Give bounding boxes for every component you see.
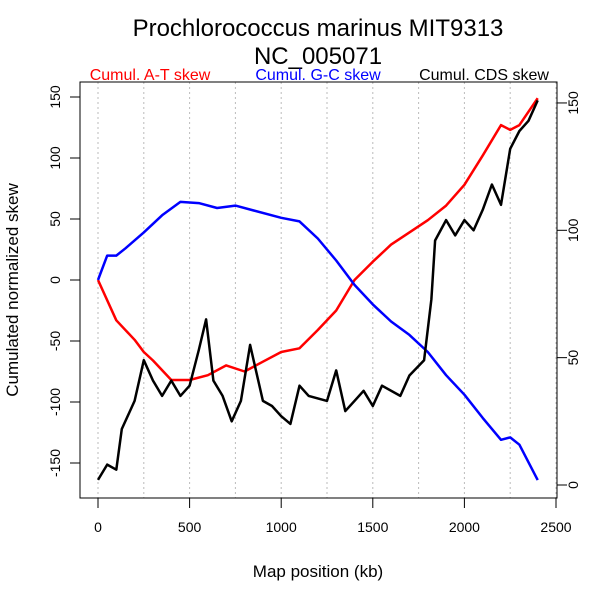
chart-subtitle: NC_005071: [254, 43, 382, 70]
y-left-tick-label: 50: [47, 211, 63, 227]
y-left-tick-label: -150: [47, 449, 63, 477]
legend-cds: Cumul. CDS skew: [419, 67, 549, 84]
legend-gc: Cumul. G-C skew: [255, 67, 381, 84]
x-tick-label: 1000: [266, 519, 297, 535]
chart-title: Prochlorococcus marinus MIT9313: [133, 15, 504, 42]
x-tick-label: 1500: [357, 519, 388, 535]
x-tick-label: 2500: [540, 519, 571, 535]
y-right-tick-label: 100: [565, 218, 581, 242]
y-left-tick-label: -100: [47, 388, 63, 416]
legend-at: Cumul. A-T skew: [90, 67, 211, 84]
x-tick-label: 500: [178, 519, 202, 535]
y-right-tick-label: 0: [565, 481, 581, 489]
y-axis-label: Cumulated normalized skew: [3, 183, 22, 397]
y-left-tick-label: 0: [47, 276, 63, 284]
x-tick-label: 2000: [449, 519, 480, 535]
y-left-tick-label: 150: [47, 85, 63, 109]
y-right-tick-label: 50: [565, 350, 581, 366]
gc-skew-line: [96, 200, 539, 481]
x-axis-label: Map position (kb): [253, 562, 383, 581]
y-left-tick-label: 100: [47, 146, 63, 170]
at-skew-line: [96, 97, 539, 382]
x-tick-label: 0: [94, 519, 102, 535]
y-left-tick-label: -50: [47, 331, 63, 351]
cds-skew-line: [96, 99, 539, 481]
plot-frame: [79, 81, 558, 499]
y-right-tick-label: 150: [565, 91, 581, 115]
